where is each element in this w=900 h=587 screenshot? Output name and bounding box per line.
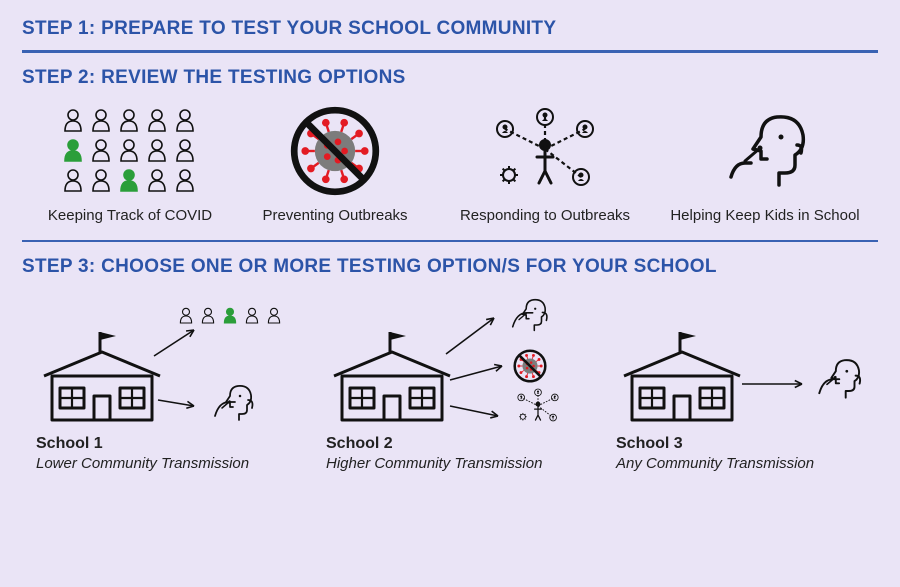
school-name: School 3	[616, 433, 886, 453]
school-name: School 2	[326, 433, 596, 453]
contact-trace-icon	[440, 101, 650, 201]
virus-no-icon	[240, 101, 430, 201]
school-name: School 1	[36, 433, 306, 453]
school-2: School 2 Higher Community Transmission	[316, 284, 606, 472]
infographic-page: STEP 1: PREPARE TO TEST YOUR SCHOOL COMM…	[0, 0, 900, 587]
school-subtitle: Lower Community Transmission	[36, 453, 306, 472]
people-track-icon	[30, 101, 230, 201]
option-label: Keeping Track of COVID	[30, 201, 230, 224]
school-1-graphic	[36, 288, 306, 433]
option-label: Responding to Outbreaks	[440, 201, 650, 224]
options-row: Keeping Track of COVID Preventing Outbre…	[22, 95, 878, 234]
step-1-heading: STEP 1: PREPARE TO TEST YOUR SCHOOL COMM…	[22, 18, 878, 50]
option-preventing: Preventing Outbreaks	[240, 101, 430, 224]
option-helping-kids: Helping Keep Kids in School	[660, 101, 870, 224]
option-responding: Responding to Outbreaks	[440, 101, 650, 224]
school-1: School 1 Lower Community Transmission	[26, 284, 316, 472]
school-2-graphic	[326, 288, 596, 433]
option-label: Helping Keep Kids in School	[660, 201, 870, 224]
school-subtitle: Any Community Transmission	[616, 453, 886, 472]
schools-row: School 1 Lower Community Transmission Sc…	[22, 284, 878, 472]
school-subtitle: Higher Community Transmission	[326, 453, 596, 472]
school-3: School 3 Any Community Transmission	[606, 284, 896, 472]
option-keeping-track: Keeping Track of COVID	[30, 101, 230, 224]
step-3-heading: STEP 3: CHOOSE ONE OR MORE TESTING OPTIO…	[22, 242, 878, 284]
school-3-graphic	[616, 288, 886, 433]
option-label: Preventing Outbreaks	[240, 201, 430, 224]
swab-test-icon	[660, 101, 870, 201]
step-2-heading: STEP 2: REVIEW THE TESTING OPTIONS	[22, 53, 878, 95]
